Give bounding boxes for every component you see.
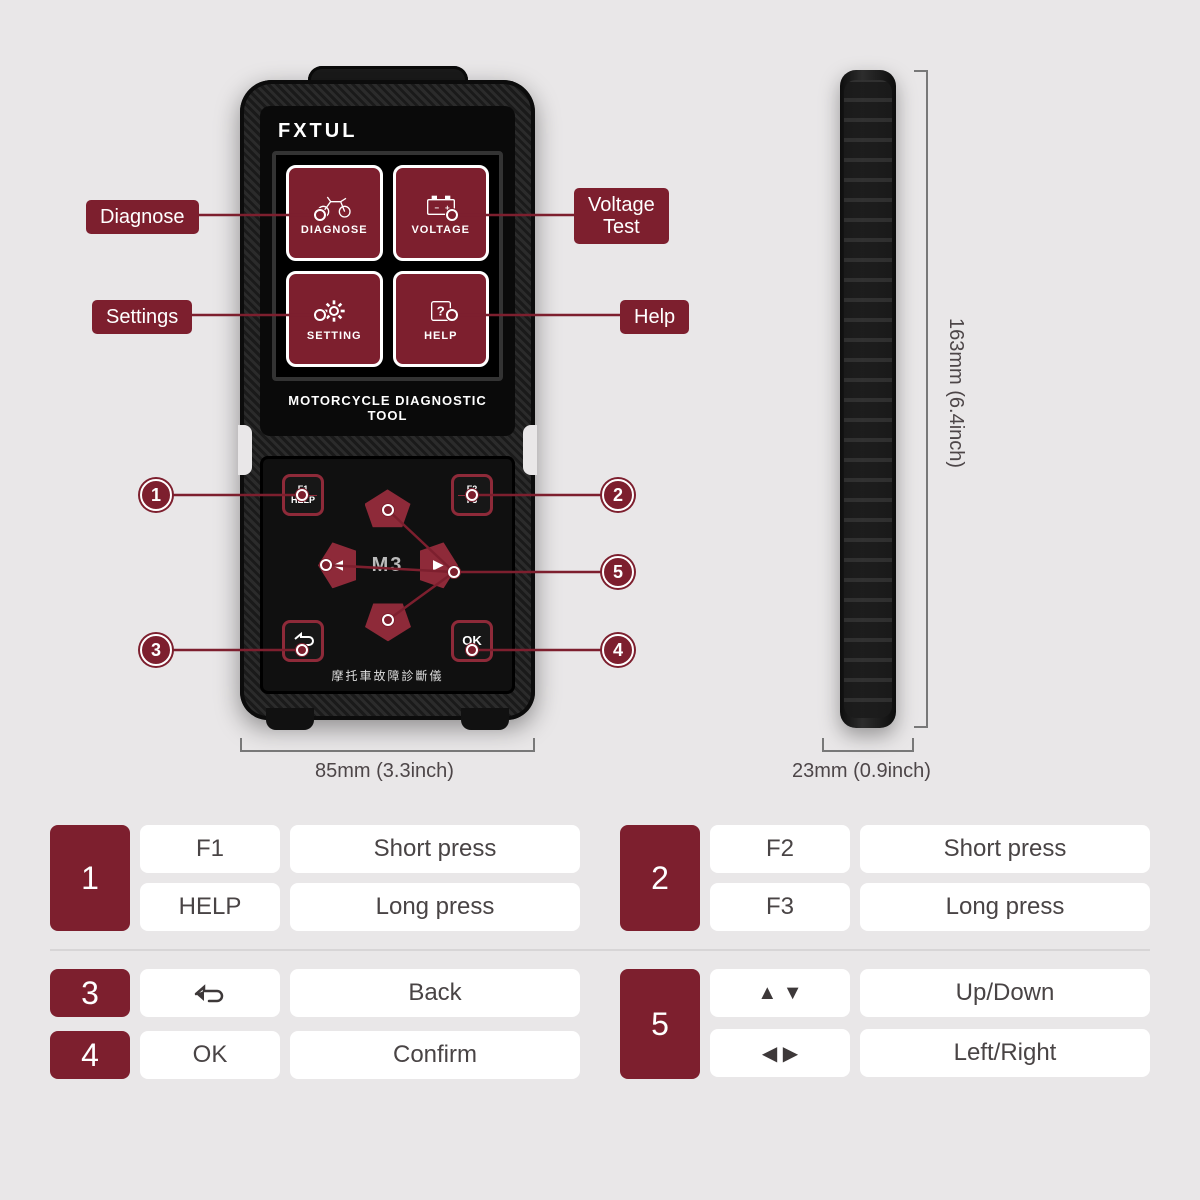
model-label: M3 — [372, 554, 404, 577]
circle-5: 5 — [602, 556, 634, 588]
tile-diagnose-label: DIAGNOSE — [301, 224, 368, 236]
tile-help-label: HELP — [424, 330, 457, 342]
screen-subtitle: MOTORCYCLE DIAGNOSTIC TOOL — [272, 393, 503, 423]
dim-side-width: 23mm (0.9inch) — [792, 760, 931, 783]
legend-group-2: 2 F2 Short press F3 Long press — [620, 825, 1150, 931]
legend-5-b2: Left/Right — [860, 1029, 1150, 1077]
dot-5left — [320, 559, 332, 571]
device-screen: DIAGNOSE −+ VOLTAGE — [272, 151, 503, 381]
dot-voltage — [446, 209, 458, 221]
device-screen-frame: FXTUL DIAGNOSE −+ — [260, 106, 515, 436]
tile-voltage: −+ VOLTAGE — [393, 165, 490, 261]
dot-help — [446, 309, 458, 321]
legend-5-leftright-icons: ◀ ▶ — [710, 1029, 850, 1077]
legend-group-1: 1 F1 Short press HELP Long press — [50, 825, 580, 931]
legend-1-b1: HELP — [140, 883, 280, 931]
legend-group-4: 4 OK Confirm — [50, 1031, 580, 1079]
left-right-icons: ◀ ▶ — [762, 1041, 798, 1066]
legend-num-2: 2 — [620, 825, 700, 931]
tile-setting: SETTING — [286, 271, 383, 367]
legend-4-a2: Confirm — [290, 1031, 580, 1079]
legend-3-icon — [140, 969, 280, 1017]
dot-settings — [314, 309, 326, 321]
circle-2: 2 — [602, 479, 634, 511]
circle-1: 1 — [140, 479, 172, 511]
legend-3-a2: Back — [290, 969, 580, 1017]
circle-3: 3 — [140, 634, 172, 666]
callout-settings: Settings — [92, 300, 192, 334]
keypad-subtitle: 摩托車故障診斷儀 — [260, 667, 515, 684]
dot-2 — [466, 489, 478, 501]
bracket-front-width — [240, 738, 535, 752]
legend-2-a2: Short press — [860, 825, 1150, 873]
dim-front-width: 85mm (3.3inch) — [315, 760, 454, 783]
legend-1-a1: F1 — [140, 825, 280, 873]
legend-divider — [50, 949, 1150, 951]
up-down-icons: ▲ ▼ — [757, 982, 802, 1005]
dot-4 — [466, 644, 478, 656]
brand-label: FXTUL — [272, 118, 503, 143]
legend-num-5: 5 — [620, 969, 700, 1079]
legend-5-a2: Up/Down — [860, 969, 1150, 1017]
legend-num-3: 3 — [50, 969, 130, 1017]
tile-help: ? HELP — [393, 271, 490, 367]
legend-group-3: 3 Back — [50, 969, 580, 1017]
dim-height: 163mm (6.4inch) — [944, 318, 967, 468]
dot-5up — [382, 504, 394, 516]
bracket-height — [914, 70, 928, 728]
back-arrow-icon — [193, 981, 227, 1005]
callout-help: Help — [620, 300, 689, 334]
callout-voltage: Voltage Test — [574, 188, 669, 244]
legend-1-b2: Long press — [290, 883, 580, 931]
legend-1-a2: Short press — [290, 825, 580, 873]
dot-3 — [296, 644, 308, 656]
device-side-view — [840, 70, 896, 728]
legend-group-5: 5 ▲ ▼ Up/Down ◀ ▶ Left/Right — [620, 969, 1150, 1079]
svg-text:−: − — [434, 203, 439, 212]
bracket-side-width — [822, 738, 914, 752]
legend-table: 1 F1 Short press HELP Long press 2 F2 Sh… — [50, 825, 1150, 1079]
dot-diagnose — [314, 209, 326, 221]
legend-num-4: 4 — [50, 1031, 130, 1079]
legend-4-a1: OK — [140, 1031, 280, 1079]
legend-2-b2: Long press — [860, 883, 1150, 931]
legend-5-updown-icons: ▲ ▼ — [710, 969, 850, 1017]
circle-4: 4 — [602, 634, 634, 666]
tile-voltage-label: VOLTAGE — [411, 224, 470, 236]
callout-diagnose: Diagnose — [86, 200, 199, 234]
svg-text:?: ? — [436, 304, 445, 319]
legend-2-b1: F3 — [710, 883, 850, 931]
legend-2-a1: F2 — [710, 825, 850, 873]
callout-lines — [0, 0, 1200, 820]
dot-5right — [448, 566, 460, 578]
tile-diagnose: DIAGNOSE — [286, 165, 383, 261]
dot-5down — [382, 614, 394, 626]
tile-setting-label: SETTING — [307, 330, 362, 342]
dot-1 — [296, 489, 308, 501]
legend-num-1: 1 — [50, 825, 130, 931]
